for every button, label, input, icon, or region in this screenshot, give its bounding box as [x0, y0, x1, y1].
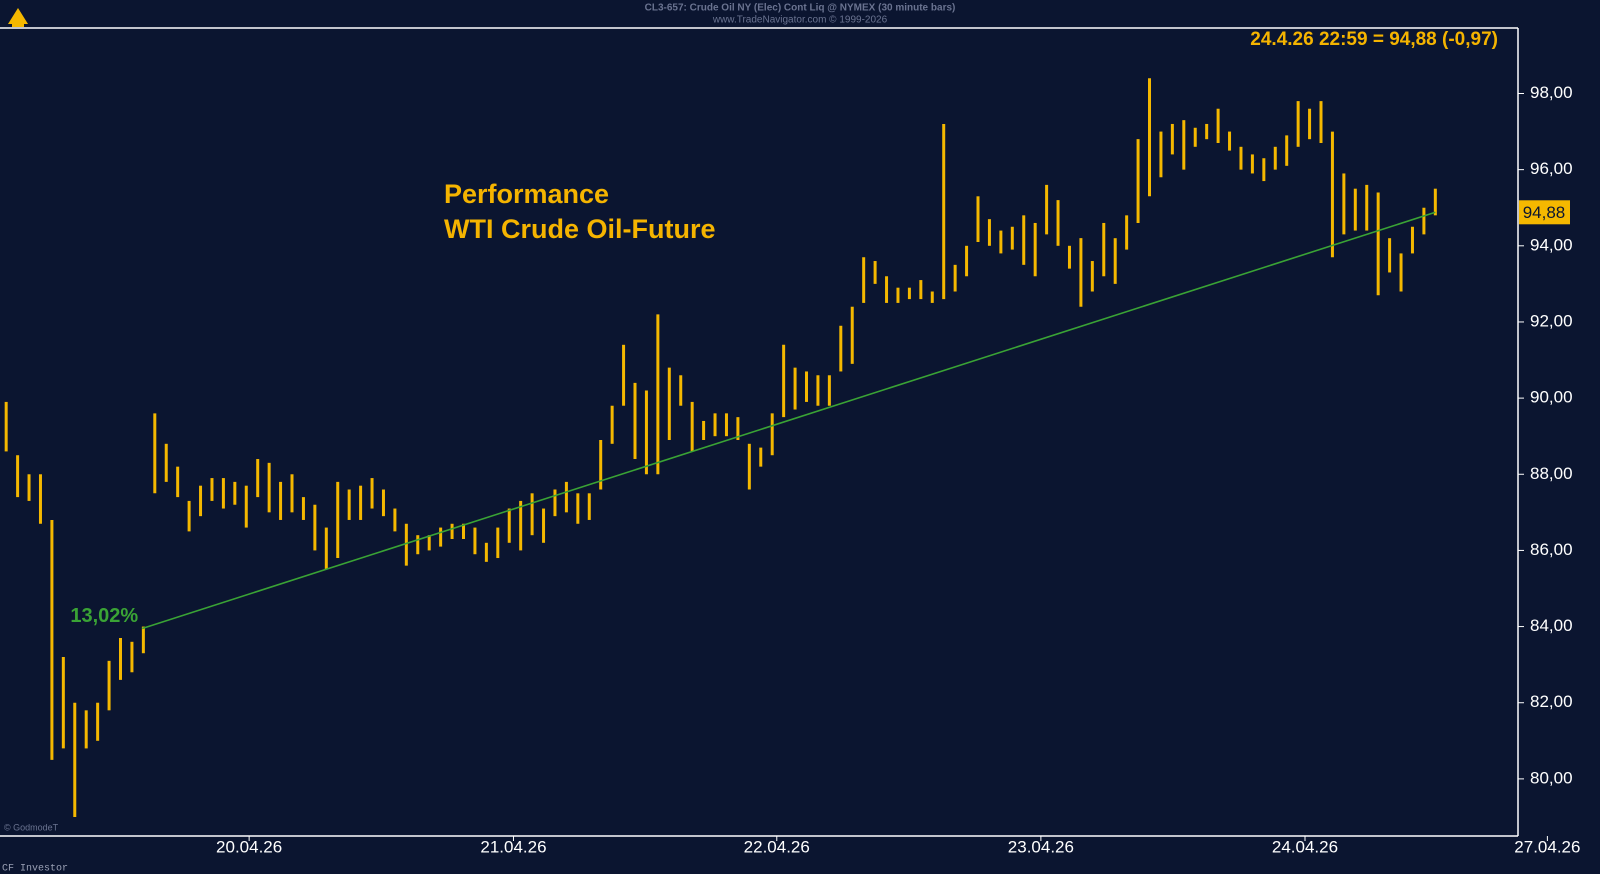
y-tick-label: 90,00	[1530, 388, 1573, 407]
quote: 24.4.26 22:59 = 94,88 (-0,97)	[1250, 29, 1498, 50]
y-tick-label: 98,00	[1530, 83, 1573, 102]
y-tick-label: 82,00	[1530, 692, 1573, 711]
x-tick-label: 27.04.26	[1514, 837, 1580, 856]
y-tick-label: 86,00	[1530, 540, 1573, 559]
y-tick-label: 96,00	[1530, 159, 1573, 178]
chart-title: Performance	[444, 179, 609, 209]
source: CF Investor	[2, 864, 68, 874]
x-tick-label: 24.04.26	[1272, 837, 1338, 856]
y-tick-label: 94,00	[1530, 235, 1573, 254]
x-tick-label: 23.04.26	[1008, 837, 1074, 856]
last-price-tag	[1519, 200, 1570, 225]
x-tick-label: 21.04.26	[480, 837, 546, 856]
header: CL3-657: Crude Oil NY (Elec) Cont Liq @ …	[645, 3, 956, 14]
trend-line	[141, 211, 1436, 630]
y-tick-label: 80,00	[1530, 768, 1573, 787]
logo	[8, 8, 28, 27]
y-tick-label: 92,00	[1530, 311, 1573, 330]
x-tick-label: 20.04.26	[216, 837, 282, 856]
trend-label: 13,02%	[70, 605, 138, 627]
chart-subtitle: WTI Crude Oil-Future	[444, 214, 715, 244]
x-tick-label: 22.04.26	[744, 837, 810, 856]
last-price-label: 94,88	[1523, 203, 1566, 222]
y-tick-label: 84,00	[1530, 616, 1573, 635]
subheader: www.TradeNavigator.com © 1999-2026	[712, 15, 888, 26]
credit: © GodmodeT	[4, 822, 59, 832]
y-tick-label: 88,00	[1530, 464, 1573, 483]
